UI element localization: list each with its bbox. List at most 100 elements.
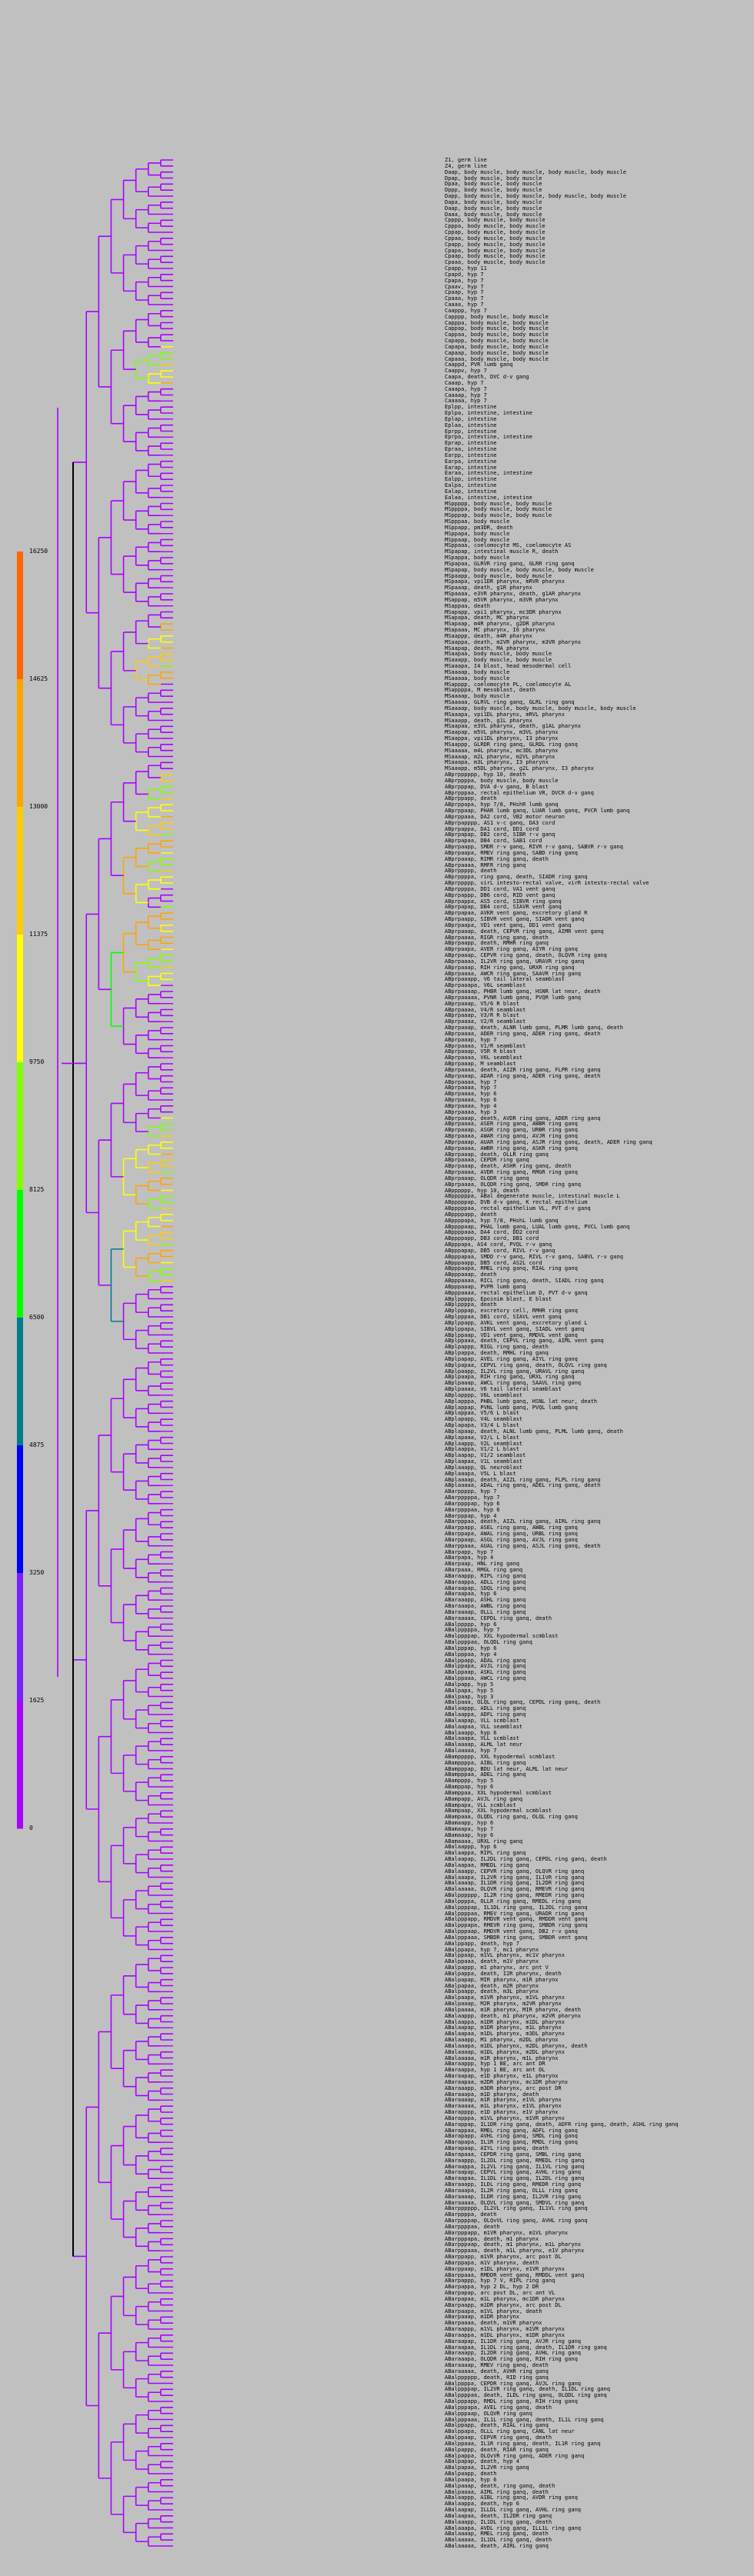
leaf-label: ABalpapap, death, hyp 4 — [445, 2458, 519, 2465]
leaf-label: ABarppaaa, AUAL ring ganq, ASJL ring gan… — [445, 1542, 601, 1549]
leaf-label: ABprpappp, DB6 cord, RID vent ganq — [445, 891, 555, 898]
leaf-label: ABplaappa, V1/2 L blast — [445, 1446, 519, 1453]
leaf-label: MSaaaaa, body muscle — [445, 675, 510, 681]
leaf-label: ABarappap, IL1DR ring ganq, death, ADFR … — [445, 2121, 679, 2128]
leaf-label: ABprpapap, DB4 cord, SIAVR vent ganq — [445, 904, 562, 911]
leaf-label: ABplpaapa, RIH ring ganq, URXL ring ganq — [445, 1374, 575, 1381]
leaf-label: Caaaap, hyp 7 — [445, 392, 487, 398]
leaf-label: ABalaappp, hyp 6 — [445, 1844, 497, 1851]
leaf-label: Capaaa, body muscle, body muscle — [445, 355, 549, 362]
leaf-label: ABprpaaaa, hyp 4 — [445, 1102, 497, 1109]
leaf-label: MSppaaa, coelomocyte MS, coelomocyte AS — [445, 542, 572, 549]
legend-swatch — [17, 935, 23, 1063]
leaf-label: ABprpaaaa, ASER ring ganq, AWBR ring gan… — [445, 1121, 578, 1128]
leaf-label: ABalppppap, XXL hypodermal scmblast — [445, 1633, 559, 1640]
leaf-label: ABarppapp, ASEL ring ganq, AWBL ring gan… — [445, 1525, 578, 1531]
leaf-label: ABprpaaaa, hyp 6 — [445, 1097, 497, 1103]
leaf-label: ABarppapa, m1V pharynx, death — [445, 2259, 539, 2266]
leaf-label: Caaapa, hyp 7 — [445, 385, 487, 392]
leaf-label: ABarppaap, e1DL pharynx, e1VR pharynx — [445, 2265, 565, 2272]
leaf-label: ABprpaaap, M seamblast — [445, 1061, 516, 1067]
leaf-label: Cpppp, body muscle, body muscle — [445, 217, 545, 224]
leaf-label: ABprpaaaa, RIGR ring ganq, death — [445, 934, 549, 941]
legend-tick-label: 9750 — [29, 1058, 45, 1065]
leaf-label: ABalpapaa, death, m2R pharynx — [445, 1982, 539, 1989]
leaf-label: ABprpaaaap, PHBR lumb ganq, HSNR lat neu… — [445, 988, 601, 995]
leaf-label: Cpapa, body muscle, body muscle — [445, 247, 545, 254]
leaf-label: ABarppppp, hyp 7 — [445, 1488, 497, 1495]
leaf-label: MSpaapp, body muscle, body muscle — [445, 572, 552, 579]
leaf-label: ABalaaapp, CEPVR ring ganq, OLQVR ring g… — [445, 1868, 585, 1875]
leaf-label: MSaapaa, e3VL pharynx, death, g1AL phary… — [445, 723, 582, 730]
leaf-label: Dpaa, body muscle, body muscle — [445, 181, 542, 188]
leaf-label: MSaaapa, I4 blast, head mesodermal cell — [445, 663, 572, 669]
leaf-label: MSppppp, body muscle, body muscle — [445, 500, 552, 507]
leaf-label: Capaap, body muscle, body muscle — [445, 349, 549, 356]
legend-tick-label: 4875 — [29, 1441, 45, 1448]
leaf-label: ABprpaaapp, V6 tail lateral seamblast — [445, 976, 565, 983]
leaf-label: ABprppapa, hyp 7/8, PHshR lumb ganq — [445, 801, 559, 808]
leaf-label: ABalppapp, death, RIAL ring ganq — [445, 2422, 549, 2429]
leaf-label: ABpppapap, DB5 cord, RIVL r-v ganq — [445, 1247, 555, 1254]
leaf-label: ABalppppap, IL2VR ring ganq, death, IL1D… — [445, 2386, 610, 2393]
leaf-label: ABprpaaap, death, OLLR ring ganq — [445, 1151, 549, 1158]
leaf-label: ABaraaapp, ILDL ring ganq, RMEDR ring ga… — [445, 2181, 582, 2188]
leaf-label: ABalpppapa, AVEL ring ganq, death — [445, 2404, 552, 2411]
leaf-label: ABaraappp, hyp 1 BE, arc ant DR — [445, 2061, 545, 2068]
leaf-label: MSppapa, body muscle — [445, 530, 510, 537]
leaf-label: ABalaappa, ADFL ring ganq — [445, 1711, 526, 1718]
leaf-label: ABprpaaap, death, ALNR lumb ganq, PLMR l… — [445, 1025, 623, 1031]
leaf-label: Eprap, intestine — [445, 440, 497, 447]
leaf-label: ABamppppa, AIBL ring ganq — [445, 1759, 526, 1766]
leaf-label: ABarpppppp, IL2VL ring ganq, IL1VL ring … — [445, 2205, 588, 2212]
leaf-label: ABalaaaap, ALML lat neur — [445, 1741, 523, 1748]
leaf-label: ABpppaapp, DB5 cord, AS2L cord — [445, 1259, 542, 1266]
legend-swatch — [17, 807, 23, 935]
leaf-label: ABaraapap, CEPVL ring ganq, AVHL ring ga… — [445, 2169, 582, 2176]
leaf-label: ABaraaaaa, OLQVL ring ganq, SMDVL ring g… — [445, 2199, 585, 2206]
leaf-label: ABalaappp, death, m1 pharynx, m2VR phary… — [445, 2012, 582, 2019]
leaf-label: Earaa, intestine, intestine — [445, 470, 532, 477]
leaf-label: Eprpp, intestine — [445, 428, 497, 435]
legend-tick-label: 11375 — [29, 931, 48, 938]
legend-tick-label: 8125 — [29, 1186, 45, 1193]
leaf-label: ABplppppa, death — [445, 1301, 497, 1308]
leaf-label: ABprpaaap, death, CEPVR ring ganq, AIMR … — [445, 928, 604, 935]
leaf-label: ABampaap, XXL hypodermal scmblast — [445, 1808, 552, 1815]
leaf-label: MSapppp, coelomocyte PL, coelomocyte AL — [445, 681, 572, 688]
leaf-label: ABarppaaa, RMDDR vent ganq, RMDDL vent g… — [445, 2271, 585, 2278]
leaf-label: MSaaaap, body muscle — [445, 668, 510, 675]
leaf-label: ABprpaaap, V3/R R blast — [445, 1012, 519, 1019]
leaf-label: ABplpapap, AVEL ring ganq, AIYL ring gan… — [445, 1355, 578, 1362]
leaf-label: Dapa, body muscle, body muscle — [445, 198, 542, 205]
leaf-label: ABampapa, VLL scmblast — [445, 1801, 516, 1808]
leaf-label: ABprpaapa, VD1 vent ganq, DD1 vent ganq — [445, 921, 572, 928]
leaf-label: ABalaapaa, death, IL2DR ring ganq — [445, 2512, 552, 2519]
leaf-label: ABaraappp, m1VL pharynx, m1VR pharynx — [445, 2326, 565, 2332]
leaf-label: ABalppapa, AVJL ring ganq — [445, 1663, 526, 1670]
leaf-label: ABalpppppp, IL2R ring ganq, RMEDR ring g… — [445, 1892, 585, 1898]
leaf-label: ABprpaaap, ASGR ring ganq, URBR ring gan… — [445, 1127, 578, 1134]
leaf-label: ABplpapaa, CEPVL ring ganq, death, OLQVL… — [445, 1361, 607, 1368]
leaf-label: ABprpaaap, RIMR ring ganq, death — [445, 855, 549, 862]
leaf-label: ABampppap, BDU lat neur, ALML lat neur — [445, 1765, 569, 1772]
leaf-label: ABalpappa, OLQvVR ring ganq, ADER ring g… — [445, 2452, 585, 2459]
leaf-label: ABaraappa, IL2VL ring ganq, IL1VL ring g… — [445, 2163, 585, 2170]
leaf-label: ABprppapp, death — [445, 795, 497, 802]
leaf-label: ABarpppapp, m1VR pharynx, m1VL pharynx — [445, 2229, 569, 2236]
leaf-label: Dpap, body muscle, body muscle — [445, 175, 542, 182]
leaf-label: MSaappp, GLRDR ring ganq, GLRDL ring gan… — [445, 741, 578, 748]
leaf-label: ABampppp, hyp 5 — [445, 1778, 494, 1785]
leaf-label: ABalpppppa, hyp 7 — [445, 1627, 500, 1634]
leaf-label: Cpapa, hyp 7 — [445, 277, 484, 284]
leaf-label: MSaaaaa, GLRVL ring ganq, GLRL ring ganq — [445, 699, 575, 705]
leaf-label: Ealpp, intestine — [445, 476, 497, 483]
leaf-label: ABarpaaa, RMGL ring ganq — [445, 1567, 523, 1573]
leaf-label: ABprpaaaa, CEPDR ring ganq — [445, 1157, 529, 1164]
leaf-label: ABprpaapa, AVER ring ganq, AIYR ring gan… — [445, 946, 578, 953]
leaf-label: ABalpppaap, RMDVR vent ganq, DB2 r-v gan… — [445, 1928, 578, 1934]
leaf-label: MSppapp, pm3DR, death — [445, 524, 513, 531]
legend-swatch — [17, 1062, 23, 1191]
leaf-label: ABpppapaa, SMDD r-v ganq, RIVL r-v ganq,… — [445, 1253, 623, 1260]
leaf-label: ABaraaapa, IL2R ring ganq, OLLL ring gan… — [445, 2187, 578, 2194]
